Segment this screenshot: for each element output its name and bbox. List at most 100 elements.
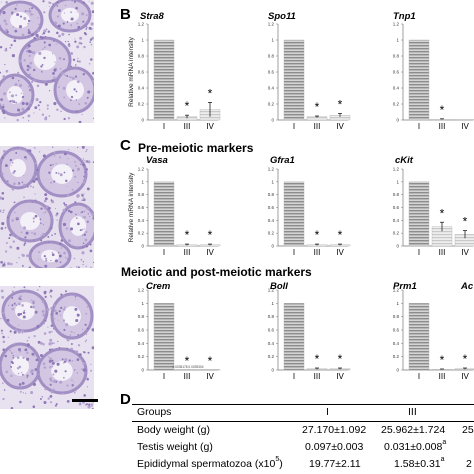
cell-nucleus [46,104,49,107]
y-tick-label: 0.8 [138,192,145,197]
y-tick-label: 1 [271,301,274,306]
cell-nucleus [41,396,43,398]
row-col-i: 27.170±1.092 [302,424,367,436]
chart-title: Vasa [146,155,168,166]
cell-nucleus [47,326,49,328]
cell-nucleus [85,376,88,379]
cell-nucleus [63,96,66,99]
cell-nucleus [81,199,83,202]
y-tick-label: 0.4 [268,218,275,223]
cell-nucleus [4,63,6,66]
cell-nucleus [39,398,42,400]
cell-nucleus [53,68,57,72]
cell-nucleus [29,61,33,65]
cell-nucleus [66,193,70,197]
cell-nucleus [73,257,76,260]
cell-nucleus [63,171,66,174]
cell-nucleus [84,228,86,230]
cell-nucleus [27,19,31,23]
cell-nucleus [49,294,52,297]
cell-nucleus [44,187,46,189]
cell-nucleus [4,226,7,229]
cell-nucleus [71,384,74,387]
cell-nucleus [61,0,63,1]
cell-nucleus [56,243,59,246]
header-groups: Groups [137,406,172,418]
cell-nucleus [6,180,8,183]
cell-nucleus [74,40,77,43]
y-tick-label: 0.6 [138,205,145,210]
cell-nucleus [34,310,38,314]
cell-nucleus [33,36,37,40]
cell-nucleus [38,23,40,25]
cell-nucleus [75,110,78,113]
cell-nucleus [0,227,4,230]
cell-nucleus [48,241,50,243]
cell-nucleus [46,308,50,312]
cell-nucleus [75,6,78,10]
cell-nucleus [68,148,70,151]
cell-nucleus [32,220,35,223]
y-tick-label: 0 [271,244,274,249]
cell-nucleus [1,222,5,226]
cell-nucleus [63,294,65,297]
cell-nucleus [86,96,89,99]
cell-nucleus [29,101,32,104]
cell-nucleus [87,351,90,354]
cell-nucleus [15,236,19,239]
cell-nucleus [50,307,53,310]
cell-nucleus [43,56,46,60]
cell-nucleus [90,38,93,41]
cell-nucleus [26,254,29,258]
cell-nucleus [5,348,7,350]
row-label-tail: ) [279,458,283,470]
cell-nucleus [4,250,8,253]
cell-nucleus [86,386,88,388]
cell-nucleus [76,194,80,198]
table-row: Body weight (g) 27.170±1.092 25.962±1.72… [132,424,474,438]
premeiotic-markers-title: Pre-meiotic markers [138,141,254,155]
cell-nucleus [90,369,93,372]
cell-nucleus [44,81,47,84]
bar [454,368,474,371]
cell-nucleus [34,161,37,165]
cell-nucleus [41,64,44,66]
cell-nucleus [50,313,53,316]
y-tick-label: 0.6 [138,70,145,75]
cell-nucleus [88,0,90,2]
cell-nucleus [63,362,65,364]
cell-nucleus [27,31,31,35]
cell-nucleus [89,249,93,253]
cell-nucleus [9,330,12,333]
cell-nucleus [71,244,73,247]
cell-nucleus [82,328,84,330]
cell-nucleus [21,101,25,105]
y-tick-label: 1 [271,38,274,43]
cell-nucleus [15,83,18,85]
cell-nucleus [23,286,26,289]
x-tick-label: I [163,372,165,381]
cell-nucleus [42,223,44,225]
cell-nucleus [69,51,74,56]
y-tick-label: 1.2 [268,167,275,172]
bar [283,303,305,371]
cell-nucleus [43,41,46,44]
cell-nucleus [25,102,29,106]
cell-nucleus [85,148,88,151]
histology-top-svg [0,0,94,123]
cell-nucleus [82,197,85,200]
cell-nucleus [63,360,67,363]
cell-nucleus [42,342,45,346]
cell-nucleus [86,187,90,191]
cell-nucleus [56,219,58,221]
cell-nucleus [71,359,74,362]
cell-nucleus [73,0,76,3]
y-tick-label: 0.6 [393,70,400,75]
cell-nucleus [75,390,77,392]
cell-nucleus [92,217,94,220]
significance-star: * [208,86,213,100]
cell-nucleus [55,214,58,217]
cell-nucleus [87,160,91,164]
cell-nucleus [68,359,71,362]
cell-nucleus [49,394,53,398]
